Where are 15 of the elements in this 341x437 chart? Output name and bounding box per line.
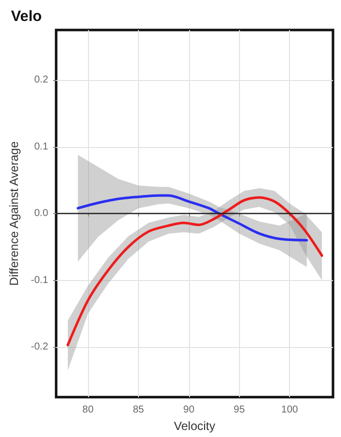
chart-title: Velo <box>11 8 42 25</box>
x-tick-label: 95 <box>234 404 246 416</box>
y-tick-label: 0.1 <box>34 141 49 152</box>
line-series <box>76 194 308 242</box>
y-tick-label: 0.0 <box>34 208 49 220</box>
line-series <box>66 196 324 346</box>
x-tick-label: 90 <box>183 404 195 416</box>
x-tick-label: 100 <box>281 404 298 416</box>
x-tick-label: 85 <box>132 404 144 416</box>
x-axis-title: Velocity <box>174 419 216 433</box>
y-tick-label: -0.1 <box>30 274 49 286</box>
y-tick-label: -0.2 <box>30 342 49 353</box>
y-tick-label: 0.2 <box>34 74 49 86</box>
x-tick-label: 80 <box>82 404 94 416</box>
y-axis-title: Difference Against Average <box>7 141 21 286</box>
